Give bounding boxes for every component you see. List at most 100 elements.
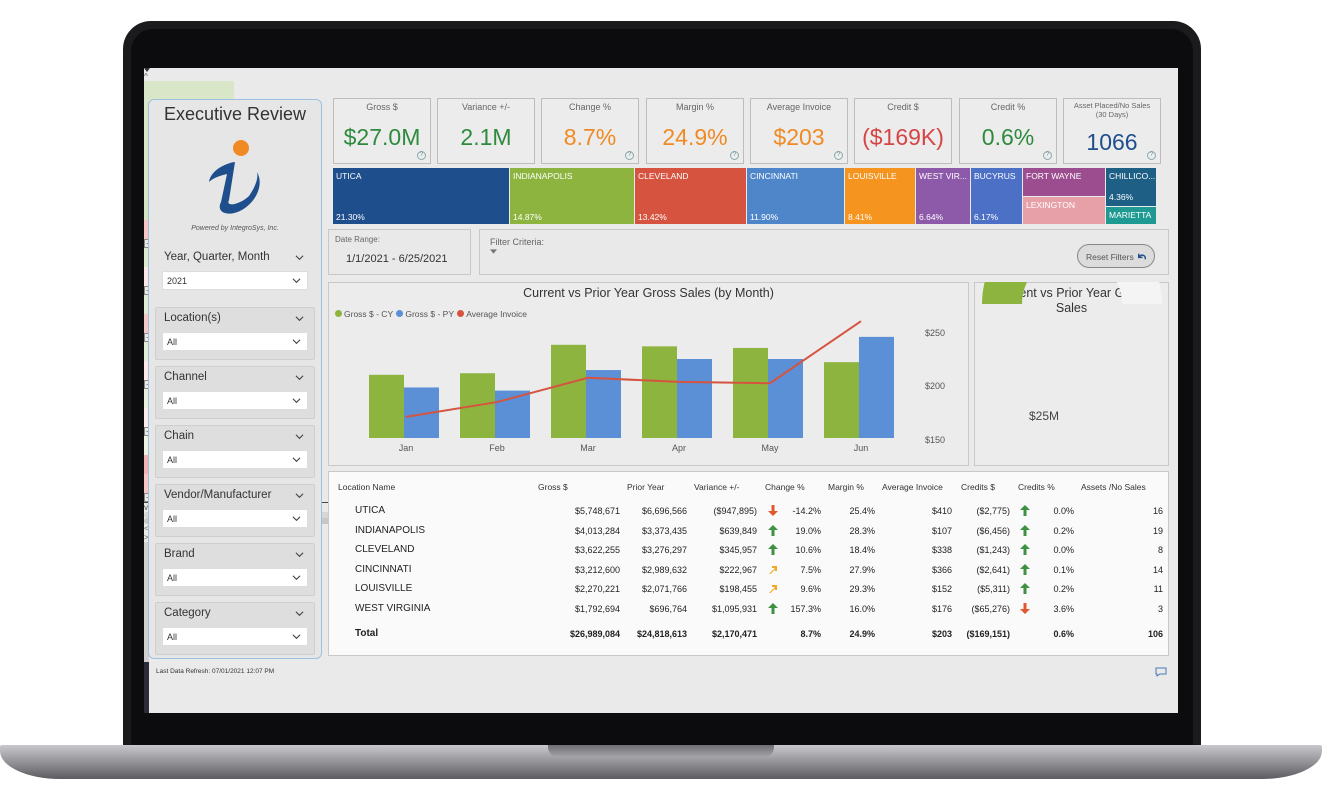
column-header[interactable]: Margin % [828, 482, 864, 492]
chevron-down-icon [292, 398, 301, 404]
bar-py-Apr[interactable] [677, 359, 712, 438]
slicer-dropdown[interactable]: All [162, 332, 308, 351]
table-cell-name: LOUISVILLE [355, 583, 413, 594]
column-header[interactable]: Credits % [1018, 482, 1055, 492]
table-cell-credp: 3.6% [1053, 604, 1074, 614]
kpi-card[interactable]: Average Invoice $203? [750, 98, 848, 164]
treemap-tile-name: LOUISVILLE [848, 171, 897, 181]
chevron-down-icon[interactable] [295, 253, 304, 262]
bar-py-Jun[interactable] [859, 336, 894, 438]
treemap-tile[interactable]: UTICA 21.30% [333, 168, 509, 224]
treemap-tile[interactable]: CLEVELAND 13.42% [635, 168, 746, 224]
kpi-title: Margin % [675, 102, 714, 112]
kpi-card[interactable]: Credit % 0.6%? [959, 98, 1057, 164]
treemap-tile[interactable]: LOUISVILLE 8.41% [845, 168, 915, 224]
treemap-tile[interactable] [144, 662, 149, 713]
powered-by: Powered by IntegroSys, Inc. [191, 225, 279, 232]
slicer-dropdown[interactable]: All [162, 509, 308, 528]
treemap-tile[interactable]: CINCINNATI 11.90% [747, 168, 844, 224]
treemap-tile[interactable]: FORT WAYNE [1023, 168, 1105, 196]
scroll-down-icon[interactable]: v [144, 503, 148, 512]
bar-py-May[interactable] [768, 359, 803, 438]
table-cell-assets: 8 [1157, 545, 1163, 555]
bar-cy-Jan[interactable] [369, 374, 404, 438]
treemap-tile[interactable]: MARIETTA [1106, 207, 1156, 224]
help-icon[interactable]: ? [834, 151, 843, 160]
scroll-up-icon[interactable]: ^ [144, 72, 148, 81]
slicer-dropdown[interactable]: All [162, 627, 308, 646]
kpi-card[interactable]: Margin % 24.9%? [646, 98, 744, 164]
table-cell-assets: 19 [1152, 526, 1163, 536]
bar-cy-Jun[interactable] [824, 362, 859, 438]
table-cell-var: $345,957 [719, 545, 757, 555]
help-icon[interactable]: ? [730, 151, 739, 160]
bar-cy-Apr[interactable] [642, 346, 677, 438]
bar-cy-May[interactable] [733, 347, 768, 438]
slicer-dropdown[interactable]: All [162, 450, 308, 469]
help-icon[interactable]: ? [625, 151, 634, 160]
column-header[interactable]: Change % [765, 482, 805, 492]
bar-py-Mar[interactable] [586, 370, 621, 438]
table-cell-credp: 0.1% [1053, 565, 1074, 575]
table-cell-chg: 19.0% [795, 526, 821, 536]
slicer-year-quarter-month[interactable]: Year, Quarter, Month 2021 [155, 246, 315, 294]
slicer-locations[interactable]: Location(s) All [155, 307, 315, 360]
slicer-vendor-manufacturer[interactable]: Vendor/Manufacturer All [155, 484, 315, 537]
table-cell-assets: 11 [1153, 584, 1163, 594]
column-header[interactable]: Prior Year [627, 482, 665, 492]
column-header[interactable]: Variance +/- [694, 482, 740, 492]
bar-cy-Mar[interactable] [551, 344, 586, 438]
slicer-dropdown[interactable]: 2021 [162, 271, 308, 290]
slicer-brand[interactable]: Brand All [155, 543, 315, 596]
table-cell-margin: 25.4% [849, 506, 875, 516]
average-invoice-line[interactable] [405, 320, 862, 418]
table-cell-prior: $2,071,766 [641, 584, 687, 594]
treemap-tile[interactable]: BUCYRUS 6.17% [971, 168, 1022, 224]
table-cell-cred: ($6,456) [976, 526, 1010, 536]
column-header[interactable]: Average Invoice [882, 482, 943, 492]
kpi-title: Change % [568, 102, 612, 112]
kpi-card[interactable]: Asset Placed/No Sales (30 Days) 1066? [1063, 98, 1161, 164]
slicer-dropdown[interactable]: All [162, 391, 308, 410]
help-icon[interactable]: ? [1043, 151, 1052, 160]
help-icon[interactable]: ? [417, 151, 426, 160]
treemap-tile[interactable]: INDIANAPOLIS 14.87% [510, 168, 634, 224]
kpi-card[interactable]: Change % 8.7%? [541, 98, 639, 164]
legend-item[interactable]: Average Invoice [456, 309, 527, 319]
treemap-tile-pct: 11.90% [750, 212, 779, 222]
slicer-channel[interactable]: Channel All [155, 366, 315, 419]
reset-filters-button[interactable]: Reset Filters [1077, 244, 1155, 268]
slicer-chain[interactable]: Chain All [155, 425, 315, 478]
kpi-card[interactable]: Variance +/- 2.1M [437, 98, 535, 164]
chevron-down-icon[interactable] [295, 550, 304, 559]
column-header[interactable]: Credits $ [961, 482, 996, 492]
chevron-down-icon[interactable] [295, 373, 304, 382]
help-icon[interactable]: ? [1147, 151, 1156, 160]
caret-down-icon[interactable] [490, 249, 497, 254]
treemap-tile[interactable]: CHILLICO... 4.36% [1106, 168, 1156, 206]
legend-item[interactable]: Gross $ - PY [395, 309, 456, 319]
treemap-tile-name: MARIETTA [1109, 210, 1152, 220]
kpi-card[interactable]: Credit $ ($169K) [854, 98, 952, 164]
gauge-fill[interactable] [982, 282, 1084, 304]
treemap-tile[interactable]: LEXINGTON [1023, 197, 1105, 224]
kpi-card[interactable]: Gross $ $27.0M? [333, 98, 431, 164]
chevron-down-icon[interactable] [295, 314, 304, 323]
scroll-left-icon[interactable]: < [144, 524, 149, 533]
chevron-down-icon[interactable] [295, 609, 304, 618]
vertical-scrollbar[interactable] [144, 542, 149, 662]
legend-item[interactable]: Gross $ - CY [334, 309, 395, 319]
date-range-card[interactable]: Date Range: 1/1/2021 - 6/25/2021 [328, 229, 471, 275]
chevron-down-icon[interactable] [295, 432, 304, 441]
treemap-tile[interactable]: WEST VIR... 6.64% [916, 168, 970, 224]
sort-caret-icon [144, 68, 150, 72]
total-cell-cred: ($169,151) [966, 629, 1010, 639]
slicer-dropdown[interactable]: All [162, 568, 308, 587]
scroll-right-icon[interactable]: > [144, 533, 149, 542]
column-header[interactable]: Gross $ [538, 482, 568, 492]
comment-icon[interactable] [1155, 667, 1167, 677]
chevron-down-icon[interactable] [295, 491, 304, 500]
slicer-category[interactable]: Category All [155, 602, 315, 655]
column-header[interactable]: Location Name [338, 482, 396, 492]
column-header[interactable]: Assets /No Sales [1081, 482, 1146, 492]
